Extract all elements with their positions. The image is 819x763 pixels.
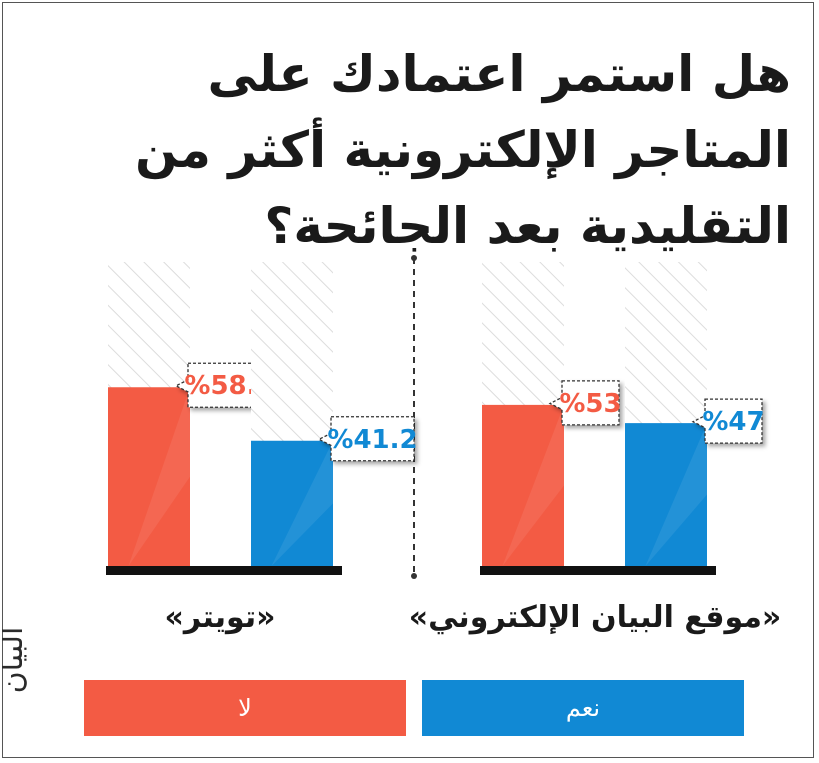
bar-shine-0-no — [128, 387, 190, 566]
data-label-text-1-no: %53 — [559, 389, 621, 419]
bar-shine-1-no — [502, 404, 564, 566]
divider-dot-bottom — [411, 573, 417, 579]
bar-1-no — [482, 404, 564, 566]
source-label-twitter: «تويتر» — [164, 600, 276, 635]
legend-yes-label: نعم — [565, 694, 601, 722]
bar-1-yes — [625, 423, 707, 566]
legend-no-label: لا — [238, 694, 252, 722]
data-label-0-yes: %41.2 — [317, 416, 418, 462]
legend-no: لا — [84, 680, 406, 736]
bar-0-yes — [251, 440, 333, 566]
data-label-1-yes: %47 — [691, 398, 765, 444]
baseline-0 — [106, 566, 342, 575]
baseline-1 — [480, 566, 716, 575]
data-label-text-1-yes: %47 — [702, 407, 764, 437]
bar-shine-1-yes — [645, 423, 707, 566]
data-label-text-0-yes: %41.2 — [327, 425, 417, 455]
bar-0-no — [108, 387, 190, 566]
bar-shine-0-yes — [271, 440, 333, 566]
albayan-logo: البيان — [2, 627, 30, 694]
svg-text:البيان: البيان — [2, 627, 30, 694]
divider-dot-top — [411, 255, 417, 261]
legend-yes: نعم — [422, 680, 744, 736]
chart-title: هل استمر اعتمادك على المتاجر الإلكترونية… — [135, 45, 791, 255]
source-label-website: «موقع البيان الإلكتروني» — [408, 600, 782, 635]
data-label-1-no: %53 — [548, 380, 622, 426]
